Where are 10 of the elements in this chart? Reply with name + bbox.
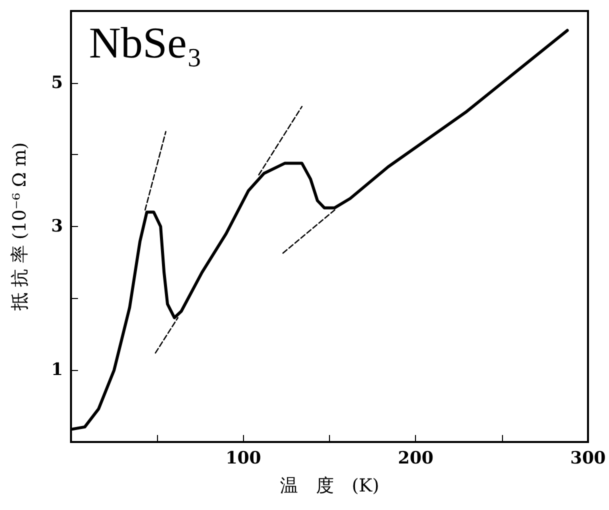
x-axis-title: 温 度 (K) (280, 476, 380, 496)
x-tick-label: 300 (570, 448, 606, 468)
y-tick-label: 1 (51, 360, 63, 380)
y-tick-label: 3 (51, 216, 63, 236)
chart-title: NbSe₃ (89, 18, 202, 68)
x-tick-label: 200 (398, 448, 434, 468)
x-tick-label: 100 (226, 448, 262, 468)
y-tick-label: 5 (51, 72, 63, 93)
line-series (71, 28, 569, 431)
y-axis-title: 抵 抗 率 (10⁻⁶ Ω m) (10, 142, 30, 312)
